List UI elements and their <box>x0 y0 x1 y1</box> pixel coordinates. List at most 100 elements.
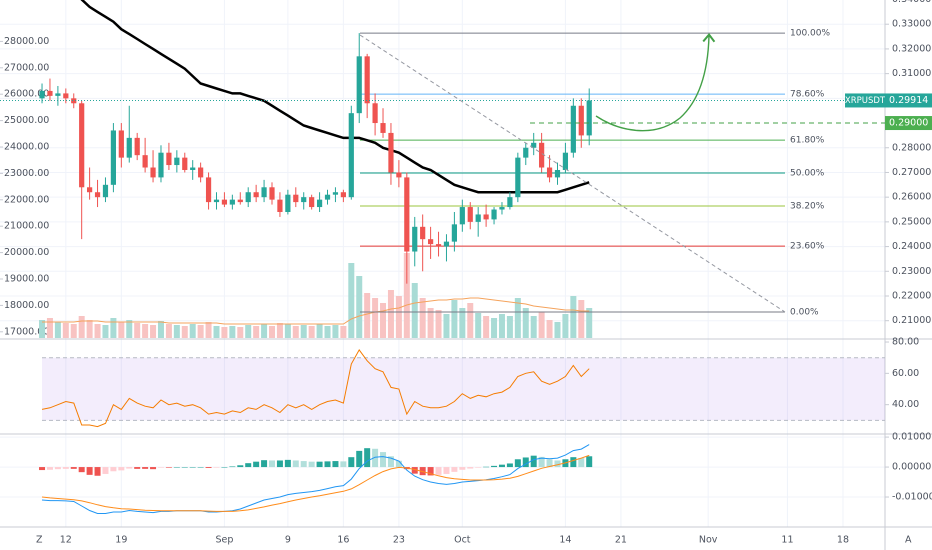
fib-trend-line <box>359 34 786 313</box>
candle-body <box>388 132 394 173</box>
x-tick-label: 23 <box>393 535 405 546</box>
macd-histogram-bar <box>380 452 387 468</box>
x-tick-label: 19 <box>115 535 127 546</box>
candle-body <box>380 123 386 133</box>
candle-body <box>467 207 473 222</box>
symbol-label: XRPUSDT <box>845 96 886 106</box>
candle-body <box>483 214 489 220</box>
rsi-tick-label: 60.00 <box>892 368 919 379</box>
macd-histogram-bar <box>94 467 101 476</box>
macd-tick-label: 0.01000 <box>892 432 931 443</box>
y-left-tick-label: 26000.00 <box>4 89 49 100</box>
candle-body <box>166 152 172 166</box>
candle-body <box>198 167 204 178</box>
macd-histogram-bar <box>586 456 593 468</box>
volume-bar <box>443 314 450 338</box>
macd-histogram-bar <box>181 467 188 468</box>
volume-bar <box>237 327 244 338</box>
volume-bar <box>395 296 402 338</box>
x-tick-label: 21 <box>615 535 627 546</box>
candle-body <box>459 207 465 225</box>
y-tick-label: 0.23000 <box>892 266 931 277</box>
y-left-tick-label: 25000.00 <box>4 115 49 126</box>
macd-histogram-bar <box>237 465 244 468</box>
candle-body <box>150 167 156 178</box>
macd-histogram-bar <box>46 467 53 470</box>
macd-histogram-bar <box>173 467 180 468</box>
volume-bar <box>197 325 204 338</box>
macd-histogram-bar <box>39 467 46 471</box>
volume-bar <box>70 324 77 338</box>
candle-body <box>79 103 85 188</box>
candle-body <box>190 167 196 170</box>
macd-histogram-bar <box>364 448 371 468</box>
y-left-tick-label: 24000.00 <box>4 141 49 152</box>
y-tick-label: 0.21000 <box>892 315 931 326</box>
volume-bar <box>253 326 260 338</box>
volume-bar <box>181 326 188 338</box>
candle-body <box>475 214 481 222</box>
y-left-tick-label: 28000.00 <box>4 36 49 47</box>
projection-arrow <box>595 33 716 132</box>
macd-histogram-bar <box>86 467 93 475</box>
candle-body <box>562 152 569 170</box>
candle-body <box>570 105 576 153</box>
fib-label: 78.60% <box>790 90 825 100</box>
macd-histogram-bar <box>491 465 498 468</box>
volume-bar <box>586 308 593 338</box>
candle-body <box>301 197 307 203</box>
candle-body <box>118 130 124 158</box>
candle-body <box>237 199 243 203</box>
macd-histogram-bar <box>150 467 157 470</box>
last-price-box <box>885 93 932 108</box>
candle-body <box>324 194 331 200</box>
macd-line <box>41 444 590 514</box>
volume-bar <box>261 324 268 338</box>
candle-body <box>309 197 315 208</box>
macd-histogram-bar <box>118 467 125 471</box>
macd-histogram-bar <box>483 466 490 468</box>
fib-label: 38.20% <box>790 202 825 212</box>
macd-histogram-bar <box>261 460 268 468</box>
y-tick-label: 0.28000 <box>892 142 931 153</box>
macd-histogram-bar <box>387 456 394 468</box>
scale-button[interactable]: Z <box>36 535 43 546</box>
volume-bar <box>269 326 276 338</box>
candle-body <box>586 100 592 136</box>
volume-bar <box>372 298 379 338</box>
scale-button[interactable]: A <box>905 535 912 546</box>
volume-bar <box>110 318 117 338</box>
macd-histogram-bar <box>498 464 505 468</box>
volume-bar <box>142 324 149 338</box>
macd-histogram-bar <box>356 450 363 468</box>
candle-body <box>435 244 442 247</box>
macd-histogram-bar <box>332 461 339 468</box>
candle-body <box>269 187 275 200</box>
x-tick-label: Sep <box>215 535 233 546</box>
macd-histogram-bar <box>205 467 212 468</box>
volume-bar <box>467 303 474 338</box>
volume-bar <box>356 276 363 338</box>
candle-body <box>39 90 45 99</box>
macd-histogram-bar <box>538 456 545 468</box>
macd-histogram-bar <box>70 467 77 469</box>
candle-body <box>182 157 188 170</box>
macd-histogram-bar <box>372 448 379 468</box>
macd-histogram-bar <box>348 457 355 468</box>
volume-ma-line <box>42 297 590 325</box>
candle-body <box>443 241 450 247</box>
macd-histogram-bar <box>142 467 149 469</box>
macd-histogram-bar <box>157 467 164 468</box>
candle-body <box>531 142 537 148</box>
macd-histogram-bar <box>308 461 315 468</box>
candle-body <box>499 207 505 210</box>
volume-bar <box>300 325 307 338</box>
macd-histogram-bar <box>506 463 513 468</box>
candle-body <box>372 103 378 124</box>
volume-bar <box>451 300 458 338</box>
macd-histogram-bar <box>522 457 529 468</box>
volume-bar <box>498 314 505 338</box>
candle-body <box>213 199 220 203</box>
candle-body <box>110 130 117 185</box>
candle-body <box>205 177 212 203</box>
